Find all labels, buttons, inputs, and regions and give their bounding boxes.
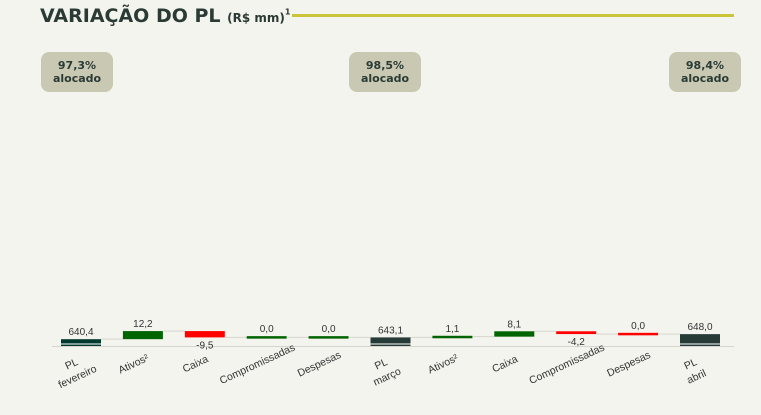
allocation-badge-february: 97,3% alocado: [41, 52, 113, 92]
category-label-line: Caixa: [181, 353, 211, 375]
bar-10: [618, 332, 659, 336]
data-label: 648,0: [687, 322, 712, 333]
category-label: Compromissadas: [218, 342, 297, 387]
category-label-line: PL: [373, 356, 390, 372]
bar-8: [494, 331, 535, 337]
badge-label: alocado: [360, 72, 410, 85]
bar-2: [122, 331, 163, 340]
bar-6: [370, 337, 411, 346]
data-label: -4,2: [568, 337, 586, 348]
category-label-line: Ativos²: [426, 352, 461, 377]
category-label-line: Ativos²: [117, 352, 152, 377]
category-label-line: Compromissadas: [218, 342, 297, 387]
category-label-line: PL: [63, 356, 80, 372]
category-label-line: Despesas: [296, 349, 343, 380]
data-label: 1,1: [445, 324, 459, 335]
title-rule: [292, 14, 734, 17]
category-label-line: Caixa: [490, 353, 520, 375]
category-label: Caixa: [490, 353, 520, 375]
bar-3: [184, 331, 225, 338]
badge-label: alocado: [680, 72, 730, 85]
bar-7: [432, 335, 473, 339]
bar-4: [246, 336, 287, 339]
category-label: Despesas: [605, 349, 652, 380]
category-label: Compromissadas: [527, 342, 606, 387]
category-label: Ativos²: [426, 352, 461, 377]
category-label: Caixa: [181, 353, 211, 375]
badge-value: 98,5%: [365, 59, 405, 72]
chart-title: VARIAÇÃO DO PL (R$ mm)1: [40, 0, 290, 32]
data-label: -9,5: [196, 340, 214, 351]
data-label: 0,0: [322, 324, 336, 335]
badge-value: 98,4%: [685, 59, 725, 72]
data-label: 643,1: [378, 325, 403, 336]
bar-9: [556, 331, 597, 335]
title-footnote-mark: 1: [284, 7, 291, 17]
data-label: 0,0: [631, 321, 645, 332]
bar-11: [680, 334, 720, 346]
bar-5: [308, 336, 349, 339]
data-label: 0,0: [260, 324, 274, 335]
allocation-badge-march: 98,5% alocado: [349, 52, 421, 92]
category-label: Ativos²: [117, 352, 152, 377]
data-label: 640,4: [68, 327, 93, 338]
category-label-line: Compromissadas: [527, 342, 606, 387]
badge-label: alocado: [52, 72, 102, 85]
bar-1: [61, 339, 101, 346]
category-label: Despesas: [296, 349, 343, 380]
data-label: 8,1: [507, 319, 521, 330]
allocation-badge-april: 98,4% alocado: [669, 52, 741, 92]
category-label-line: Despesas: [605, 349, 652, 380]
data-label: 12,2: [133, 319, 153, 330]
category-label-line: PL: [682, 356, 699, 372]
title-text: VARIAÇÃO DO PL: [40, 5, 221, 27]
title-unit: (R$ mm): [227, 11, 285, 25]
badge-value: 97,3%: [57, 59, 97, 72]
